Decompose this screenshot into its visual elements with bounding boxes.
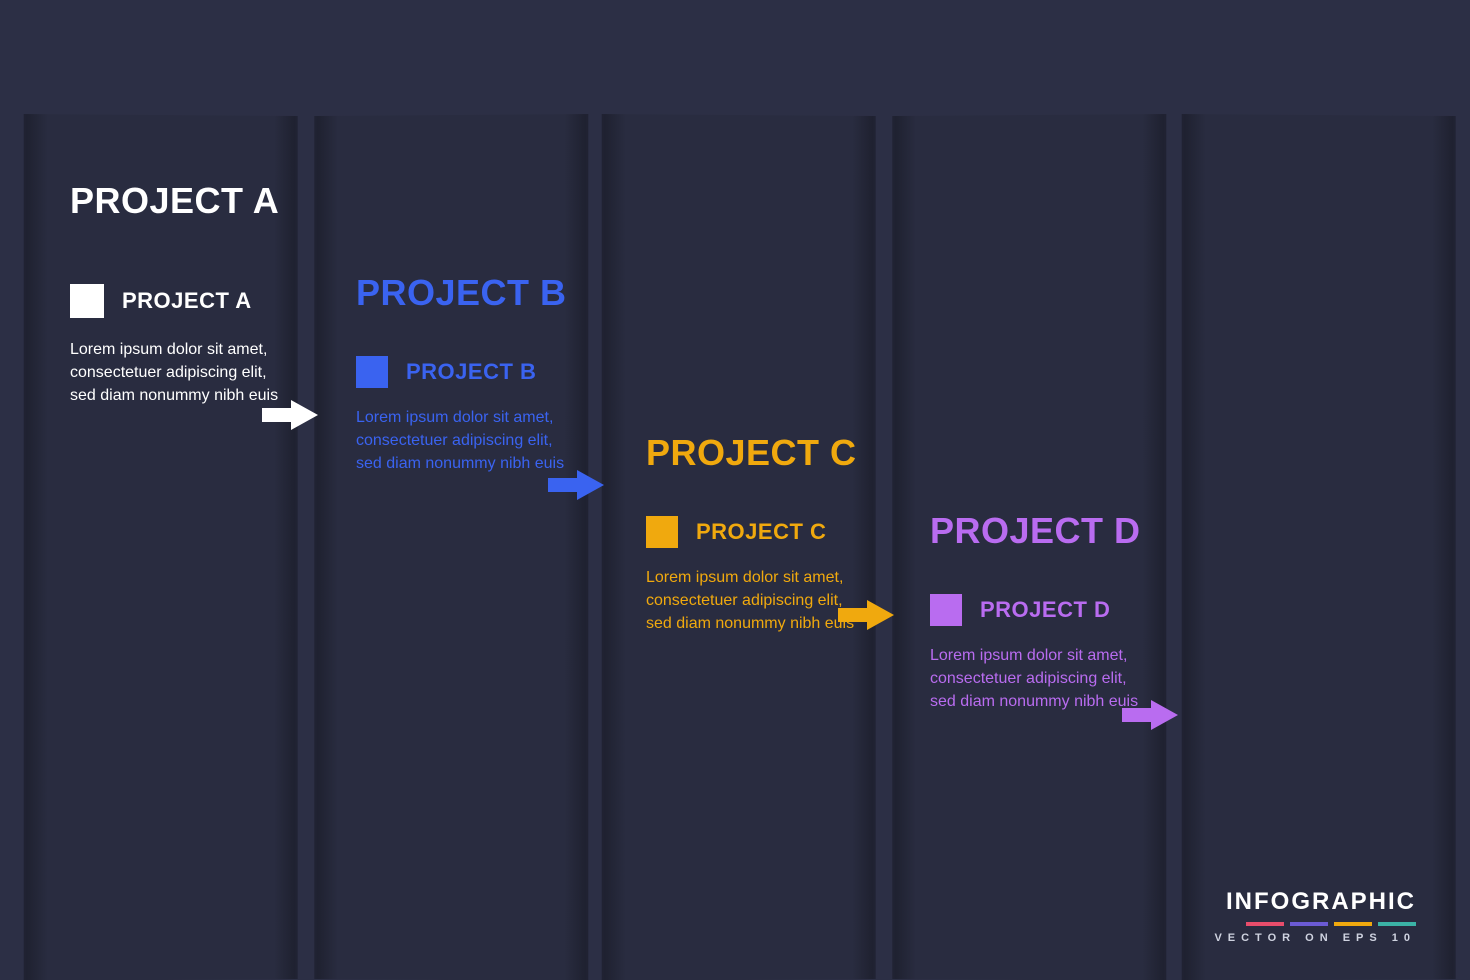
project-a-subrow: PROJECT A bbox=[70, 284, 330, 318]
project-a-subtitle: PROJECT A bbox=[122, 288, 252, 314]
panel-slat bbox=[1184, 114, 1454, 980]
footer-subtitle: VECTOR ON EPS 10 bbox=[1214, 932, 1416, 944]
footer-title: INFOGRAPHIC bbox=[1214, 888, 1416, 916]
project-d-subtitle: PROJECT D bbox=[980, 597, 1110, 623]
project-d-subrow: PROJECT D bbox=[930, 594, 1190, 626]
project-c-swatch bbox=[646, 516, 678, 548]
project-c-subrow: PROJECT C bbox=[646, 516, 906, 548]
project-d-body: Lorem ipsum dolor sit amet, consectetuer… bbox=[930, 644, 1140, 714]
project-b-body: Lorem ipsum dolor sit amet, consectetuer… bbox=[356, 406, 566, 476]
project-c-body: Lorem ipsum dolor sit amet, consectetuer… bbox=[646, 566, 856, 636]
project-b-swatch bbox=[356, 356, 388, 388]
project-b-title: PROJECT B bbox=[356, 272, 616, 314]
arrow-c-icon bbox=[838, 600, 894, 630]
arrow-b-icon bbox=[548, 470, 604, 500]
arrow-a-icon bbox=[262, 400, 318, 430]
footer-color-bar bbox=[1334, 922, 1372, 926]
project-a-body: Lorem ipsum dolor sit amet, consectetuer… bbox=[70, 338, 280, 408]
project-d-title: PROJECT D bbox=[930, 510, 1190, 552]
project-b-subrow: PROJECT B bbox=[356, 356, 616, 388]
footer-color-bar bbox=[1378, 922, 1416, 926]
footer-color-bar bbox=[1246, 922, 1284, 926]
arrow-d-icon bbox=[1122, 700, 1178, 730]
project-a-swatch bbox=[70, 284, 104, 318]
footer-color-bar bbox=[1290, 922, 1328, 926]
project-b-subtitle: PROJECT B bbox=[406, 359, 536, 385]
project-c-title: PROJECT C bbox=[646, 432, 906, 474]
project-d: PROJECT D PROJECT D Lorem ipsum dolor sit … bbox=[930, 510, 1190, 714]
project-c-subtitle: PROJECT C bbox=[696, 519, 826, 545]
project-a: PROJECT A PROJECT A Lorem ipsum dolor sit … bbox=[70, 180, 330, 408]
panel-slat bbox=[316, 114, 586, 980]
infographic-canvas: PROJECT A PROJECT A Lorem ipsum dolor sit … bbox=[0, 0, 1470, 980]
project-a-title: PROJECT A bbox=[70, 180, 330, 222]
project-d-swatch bbox=[930, 594, 962, 626]
footer-badge: INFOGRAPHIC VECTOR ON EPS 10 bbox=[1214, 888, 1416, 944]
footer-color-bars bbox=[1214, 922, 1416, 926]
project-b: PROJECT B PROJECT B Lorem ipsum dolor sit … bbox=[356, 272, 616, 476]
